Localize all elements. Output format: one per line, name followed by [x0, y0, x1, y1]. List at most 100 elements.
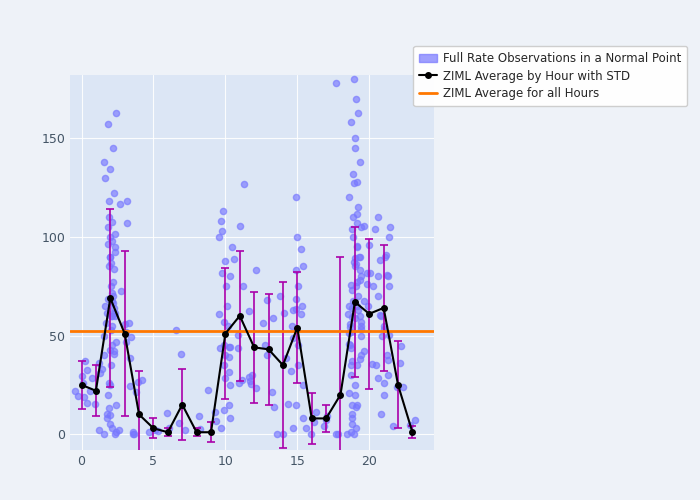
Point [344, 324, 356, 332]
Point [101, 319, 112, 327]
Point [290, 266, 302, 274]
Point [382, 272, 393, 280]
Point [330, 430, 342, 438]
Point [106, 361, 117, 369]
Point [355, 325, 366, 333]
Point [277, 430, 288, 438]
Point [108, 299, 119, 307]
Point [226, 242, 237, 250]
Point [77, 372, 88, 380]
Point [382, 356, 393, 364]
Point [318, 422, 330, 430]
Point [82, 366, 93, 374]
Point [297, 414, 308, 422]
Point [214, 310, 225, 318]
Point [109, 312, 120, 320]
Point [99, 302, 110, 310]
Point [111, 400, 122, 408]
Point [102, 120, 113, 128]
Point [395, 342, 407, 350]
Point [382, 352, 393, 360]
Point [104, 381, 116, 389]
Point [331, 79, 342, 87]
Point [351, 400, 363, 408]
Point [351, 362, 363, 370]
Point [272, 430, 283, 438]
Point [346, 414, 358, 422]
Point [350, 390, 361, 398]
Point [343, 302, 354, 310]
Point [121, 197, 132, 205]
Point [345, 344, 356, 352]
Point [346, 280, 357, 288]
Point [351, 210, 362, 218]
Point [218, 318, 230, 326]
Point [224, 272, 235, 280]
Point [374, 256, 386, 264]
Point [379, 390, 390, 398]
Point [106, 237, 117, 245]
Point [351, 302, 363, 310]
Point [293, 361, 304, 369]
Point [293, 282, 304, 290]
Point [267, 388, 278, 396]
Point [290, 400, 301, 408]
Point [290, 295, 302, 303]
Point [106, 282, 117, 290]
Point [351, 242, 363, 250]
Point [355, 322, 366, 330]
Point [144, 428, 155, 436]
Point [295, 245, 307, 253]
Point [223, 322, 234, 330]
Point [358, 348, 370, 356]
Point [344, 329, 355, 337]
Point [161, 409, 172, 417]
Point [251, 266, 262, 274]
Point [373, 213, 384, 221]
Point [382, 272, 393, 280]
Point [377, 332, 388, 340]
Point [108, 292, 119, 300]
Point [346, 410, 358, 418]
Point [225, 342, 236, 350]
Point [225, 381, 236, 389]
Point [384, 223, 395, 231]
Point [376, 312, 387, 320]
Point [223, 368, 235, 376]
Point [103, 294, 114, 302]
Point [354, 266, 365, 274]
Point [349, 178, 360, 186]
Point [106, 342, 117, 349]
Point [111, 108, 122, 116]
Point [103, 390, 114, 398]
Point [108, 278, 119, 286]
Point [104, 252, 116, 260]
Point [119, 320, 130, 328]
Point [127, 430, 139, 438]
Point [130, 388, 141, 396]
Point [219, 352, 230, 360]
Point [290, 194, 301, 202]
Point [374, 311, 386, 319]
Point [93, 359, 104, 367]
Point [69, 387, 80, 395]
Point [174, 419, 185, 427]
Point [239, 180, 250, 188]
Point [370, 360, 382, 368]
Point [223, 344, 235, 351]
Point [103, 379, 114, 387]
Point [108, 265, 120, 273]
Point [358, 296, 370, 304]
Point [349, 75, 360, 83]
Point [354, 253, 365, 261]
Point [94, 369, 106, 377]
Point [259, 341, 270, 349]
Point [298, 262, 309, 270]
Point [116, 287, 127, 295]
Point [383, 371, 394, 379]
Point [125, 354, 136, 362]
Point [395, 359, 406, 367]
Point [209, 408, 220, 416]
Point [234, 379, 245, 387]
Point [345, 320, 356, 328]
